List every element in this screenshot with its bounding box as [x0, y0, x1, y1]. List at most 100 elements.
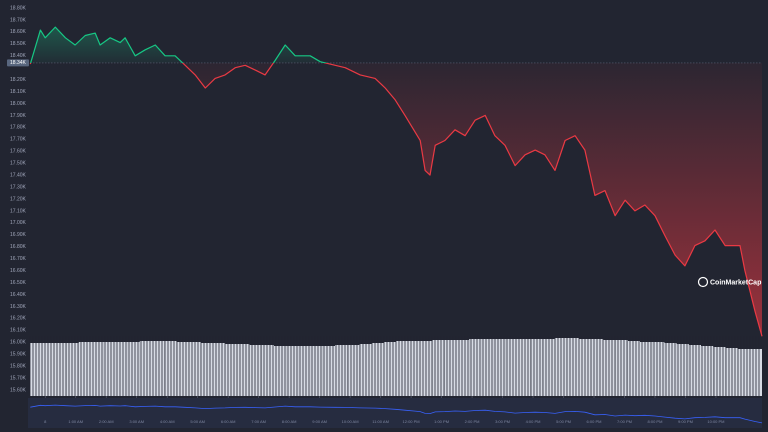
- navigator-tick-label: 7:00 PM: [617, 419, 632, 424]
- volume-bar: [298, 346, 311, 396]
- navigator-tick-label: 3:00 PM: [495, 419, 510, 424]
- volume-bar: [725, 348, 738, 396]
- navigator-tick-label: 2:00 AM: [99, 419, 114, 424]
- volume-bar: [335, 345, 348, 396]
- volume-bar: [139, 341, 152, 396]
- navigator-line: [30, 404, 763, 424]
- navigator-tick-label: 11:00 AM: [372, 419, 389, 424]
- y-tick-label: 15.60K: [10, 387, 27, 393]
- y-tick-label: 17.60K: [10, 149, 27, 155]
- navigator-tick-label: 7:00 AM: [251, 419, 266, 424]
- y-tick-label: 17.70K: [10, 137, 27, 143]
- volume-bar: [66, 343, 79, 396]
- price-line: [29, 26, 763, 337]
- volume-bar: [493, 339, 506, 396]
- navigator-tick-label: 5:00 PM: [556, 419, 571, 424]
- volume-bar: [176, 342, 189, 396]
- baseline-label: 18.34K: [10, 60, 27, 66]
- navigator[interactable]: [28, 398, 762, 428]
- y-tick-label: 17.80K: [10, 125, 27, 131]
- volume-bar: [152, 341, 165, 396]
- price-layer: [29, 26, 763, 337]
- volume-bar: [469, 339, 482, 396]
- volume-bar: [310, 346, 323, 396]
- y-tick-label: 15.80K: [10, 363, 27, 369]
- y-tick-label: 17.30K: [10, 184, 27, 190]
- y-tick-label: 16.50K: [10, 280, 27, 286]
- y-tick-label: 17.00K: [10, 220, 27, 226]
- baseline-label-box: [7, 59, 29, 67]
- volume-bar: [457, 340, 470, 396]
- volume-bar: [627, 341, 640, 396]
- navigator-tick-label: 6:00 PM: [587, 419, 602, 424]
- y-tick-label: 18.80K: [10, 5, 27, 11]
- volume-bar: [103, 342, 116, 396]
- y-tick-label: 17.20K: [10, 196, 27, 202]
- navigator-tick-label: 4:00 PM: [526, 419, 541, 424]
- y-tick-label: 16.20K: [10, 316, 27, 322]
- volume-bar: [640, 342, 653, 396]
- volume-bar: [274, 346, 287, 396]
- y-tick-label: 16.60K: [10, 268, 27, 274]
- volume-bar: [701, 346, 714, 396]
- volume-bar: [249, 345, 262, 396]
- volume-bar: [615, 340, 628, 396]
- volume-bar: [286, 346, 299, 396]
- navigator-tick-label: 12:00 PM: [403, 419, 420, 424]
- y-tick-label: 18.10K: [10, 89, 27, 95]
- navigator-tick-label: 10:00 PM: [707, 419, 724, 424]
- y-tick-label: 18.00K: [10, 101, 27, 107]
- volume-bar: [322, 346, 335, 396]
- y-tick-label: 15.70K: [10, 375, 27, 381]
- navigator-tick-label: 5:00 AM: [190, 419, 205, 424]
- volume-bar: [542, 339, 555, 396]
- y-tick-label: 18.20K: [10, 77, 27, 83]
- volume-bar: [530, 339, 543, 396]
- volume-bar: [54, 343, 67, 396]
- price-area: [30, 27, 763, 337]
- volume-bar: [347, 345, 360, 396]
- volume-bar: [481, 339, 494, 396]
- y-tick-label: 16.10K: [10, 328, 27, 334]
- y-tick-label: 18.60K: [10, 29, 27, 35]
- volume-bar: [164, 341, 177, 396]
- volume-bar: [676, 344, 689, 396]
- watermark-text: CoinMarketCap: [710, 279, 761, 286]
- volume-bar: [664, 343, 677, 396]
- navigator-tick-label: 4:00 AM: [160, 419, 175, 424]
- navigator-tick-label: 8: [44, 419, 47, 424]
- navigator-tick-label: 9:00 PM: [678, 419, 693, 424]
- y-tick-label: 16.00K: [10, 340, 27, 346]
- y-tick-label: 17.40K: [10, 172, 27, 178]
- volume-bar: [91, 342, 104, 396]
- navigator-tick-label: 6:00 AM: [221, 419, 236, 424]
- y-tick-label: 16.70K: [10, 256, 27, 262]
- navigator-tick-label: 10:00 AM: [342, 419, 359, 424]
- y-tick-label: 17.90K: [10, 113, 27, 119]
- y-tick-label: 18.50K: [10, 41, 27, 47]
- volume-bar: [444, 340, 457, 396]
- y-tick-label: 17.10K: [10, 208, 27, 214]
- y-tick-label: 17.50K: [10, 161, 27, 167]
- volume-bar: [359, 344, 372, 396]
- volume-bar: [603, 340, 616, 396]
- volume-bar: [713, 347, 726, 396]
- y-tick-label: 15.90K: [10, 352, 27, 358]
- volume-bar: [237, 344, 250, 396]
- volume-layer: [29, 336, 762, 396]
- volume-bar: [432, 340, 445, 396]
- volume-bar: [652, 342, 665, 396]
- volume-bar: [688, 345, 701, 396]
- y-tick-label: 18.70K: [10, 17, 27, 23]
- y-tick-label: 16.30K: [10, 304, 27, 310]
- navigator-tick-label: 1:00 AM: [68, 419, 83, 424]
- volume-bar: [127, 342, 140, 396]
- navigator-tick-label: 8:00 AM: [282, 419, 297, 424]
- volume-bar: [518, 339, 531, 396]
- y-tick-label: 18.40K: [10, 53, 27, 59]
- watermark: CoinMarketCap: [697, 276, 761, 288]
- navigator-tick-label: 2:00 PM: [465, 419, 480, 424]
- navigator-layer: 8 1:00 AM 2:00 AM 3:00 AM 4:00 AM 5:00 AM 6:00…: [30, 404, 763, 424]
- y-tick-label: 16.40K: [10, 292, 27, 298]
- navigator-tick-label: 3:00 AM: [129, 419, 144, 424]
